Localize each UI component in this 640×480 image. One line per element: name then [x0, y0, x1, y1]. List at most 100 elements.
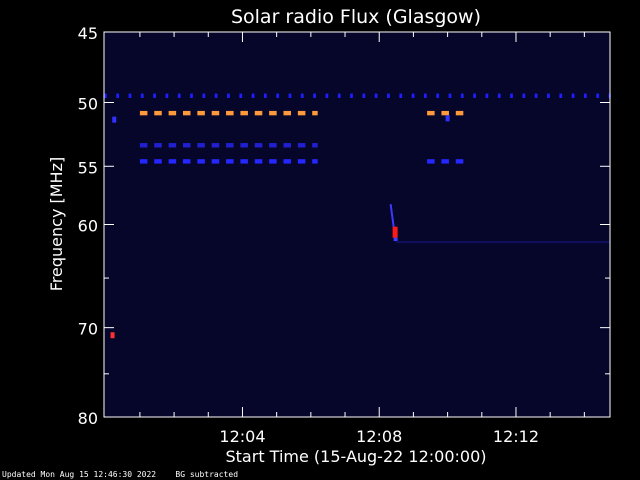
signal-dash — [297, 159, 306, 164]
signal-dash — [197, 110, 205, 116]
signal-dash — [211, 143, 220, 148]
signal-dash — [399, 93, 403, 98]
signal-dash — [547, 93, 550, 98]
signal-dash — [168, 110, 177, 116]
signal-dash — [455, 159, 464, 164]
signal-dash — [254, 110, 263, 116]
y-axis-label: Frequency [MHz] — [47, 157, 66, 291]
footer-note: BG subtracted — [175, 470, 239, 479]
signal-dash — [269, 110, 277, 116]
signal-dash — [226, 110, 234, 116]
y-tick-label: 55 — [78, 158, 98, 177]
signal-dash — [154, 159, 162, 164]
signal-dash — [254, 159, 263, 164]
signal-dash — [240, 110, 248, 116]
signal-dash — [427, 159, 435, 164]
signal-dash — [325, 93, 329, 98]
signal-dash — [226, 143, 234, 148]
signal-dash — [139, 110, 148, 116]
signal-dash — [276, 93, 280, 98]
chart-title: Solar radio Flux (Glasgow) — [231, 6, 481, 28]
signal-dash — [436, 93, 440, 98]
signal-dash — [424, 93, 427, 98]
signal-dash — [441, 110, 449, 116]
signal-dash — [497, 93, 501, 98]
signal-dash — [473, 93, 476, 98]
signal-dash — [455, 110, 464, 116]
signal-dash — [283, 110, 292, 116]
signal-dash — [448, 93, 452, 98]
signal-dash — [202, 93, 206, 98]
signal-dash — [460, 93, 464, 98]
signal-dash — [140, 93, 144, 98]
footer-status: Updated Mon Aug 15 12:46:30 2022 BG subt… — [2, 470, 238, 480]
signal-spot — [110, 332, 115, 339]
signal-dash — [297, 110, 306, 116]
burst-tail — [393, 237, 398, 242]
footer-updated: Updated Mon Aug 15 12:46:30 2022 — [2, 470, 157, 479]
signal-dash — [154, 110, 162, 116]
signal-spot — [112, 116, 117, 123]
signal-dash — [190, 93, 193, 98]
signal-spot — [445, 115, 450, 122]
signal-dash — [584, 93, 587, 98]
signal-dash — [153, 93, 156, 98]
y-tick-label: 45 — [78, 24, 98, 43]
signal-dash — [362, 93, 366, 98]
signal-dash — [297, 143, 306, 148]
signal-dash — [571, 93, 575, 98]
x-axis-label: Start Time (15-Aug-22 12:00:00) — [226, 447, 487, 466]
signal-dash — [288, 93, 292, 98]
signal-dash — [104, 93, 107, 98]
signal-dash — [182, 143, 191, 148]
axes: 45 50 55 60 70 80 12:04 12:08 12:12 — [78, 24, 610, 446]
y-tick-label: 80 — [78, 409, 98, 428]
signal-dash — [510, 93, 513, 98]
signal-dash — [387, 93, 390, 98]
signal-dash — [168, 159, 177, 164]
signal-dash — [522, 93, 526, 98]
signal-dash — [269, 143, 277, 148]
signal-dash — [177, 93, 181, 98]
signal-dash — [312, 143, 318, 148]
x-tick-label: 12:04 — [219, 427, 265, 446]
signal-dash — [441, 159, 449, 164]
signal-dash — [227, 93, 230, 98]
signal-dash — [283, 143, 292, 148]
signal-dash — [165, 93, 169, 98]
faint-band — [396, 241, 610, 244]
signal-dash — [300, 93, 304, 98]
signal-dash — [427, 110, 435, 116]
signal-dash — [197, 159, 205, 164]
y-tick-label: 70 — [78, 320, 98, 339]
signal-dash — [559, 93, 563, 98]
signal-dash — [168, 143, 177, 148]
signal-dash — [534, 93, 538, 98]
signal-dash — [211, 110, 220, 116]
signal-dash — [154, 143, 162, 148]
signal-dash — [240, 143, 248, 148]
signal-dash — [350, 93, 353, 98]
signal-dash — [485, 93, 489, 98]
y-tick-label: 60 — [78, 217, 98, 236]
signal-dash — [197, 143, 205, 148]
burst-core — [392, 226, 398, 238]
signal-dash — [214, 93, 218, 98]
signal-dash — [139, 159, 148, 164]
signal-dash — [596, 93, 600, 98]
spectrogram-features — [104, 93, 611, 339]
y-tick-label: 50 — [78, 95, 98, 114]
x-tick-label: 12:12 — [493, 427, 539, 446]
signal-dash — [116, 93, 120, 98]
signal-dash — [239, 93, 243, 98]
plot-area — [104, 32, 610, 417]
signal-dash — [264, 93, 267, 98]
signal-dash — [254, 143, 263, 148]
signal-dash — [182, 110, 191, 116]
signal-dash — [211, 159, 220, 164]
signal-dash — [182, 159, 191, 164]
signal-dash — [269, 159, 277, 164]
signal-dash — [313, 93, 316, 98]
signal-dash — [312, 159, 318, 164]
